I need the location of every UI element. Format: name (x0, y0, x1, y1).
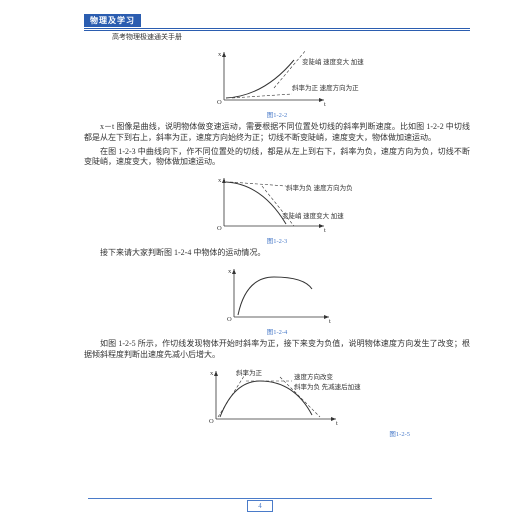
annotation: 变陡峭 速度变大 加速 (282, 211, 344, 220)
figure-1-2-2: O t x 变陡峭 速度变大 加速 斜率为正 速度方向为正 (84, 46, 470, 108)
page-number: 4 (247, 500, 273, 512)
axis-x-label: t (336, 420, 338, 427)
annotation: 斜率为负 速度方向为负 (286, 183, 353, 192)
figure-1-2-5: O t x 斜率为正 速度方向改变 斜率为负 先减速后加速 (84, 365, 470, 427)
paragraph: x－t 图像是曲线，说明物体做变速运动，需要根据不同位置处切线的斜率判断速度。比… (84, 122, 470, 144)
origin-label: O (209, 418, 214, 425)
annotation: 变陡峭 速度变大 加速 (302, 57, 364, 66)
axis-y-label: x (210, 370, 214, 377)
figure-caption: 图1-2-5 (84, 428, 470, 438)
figure-1-2-4: O t x (84, 263, 470, 325)
header-stripe (84, 30, 470, 31)
chart-icon: O t x 斜率为正 速度方向改变 斜率为负 先减速后加速 (162, 365, 392, 427)
figure-caption: 图1-2-2 (84, 109, 470, 119)
axis-x-label: t (324, 101, 326, 108)
book-subtitle: 高考物理极速通关手册 (84, 32, 470, 42)
axis-y-label: x (218, 177, 222, 184)
annotation: 斜率为负 先减速后加速 (294, 382, 361, 391)
chart-icon: O t x (202, 263, 352, 325)
axis-x-label: t (329, 318, 331, 325)
origin-label: O (217, 99, 222, 106)
origin-label: O (217, 225, 222, 232)
annotation: 斜率为正 速度方向为正 (292, 83, 359, 92)
figure-caption: 图1-2-4 (84, 326, 470, 336)
annotation: 速度方向改变 (294, 372, 334, 381)
figure-caption: 图1-2-3 (84, 235, 470, 245)
annotation: 斜率为正 (236, 368, 263, 377)
page-header: 物理及学习 高考物理极速通关手册 (84, 14, 470, 42)
page-content: O t x 变陡峭 速度变大 加速 斜率为正 速度方向为正 图1-2-2 x－t… (84, 42, 470, 441)
axis-x-label: t (324, 227, 326, 234)
paragraph: 在图 1-2-3 中曲线向下，作不同位置处的切线，都是从左上到右下，斜率为负，速… (84, 147, 470, 169)
axis-y-label: x (218, 51, 222, 58)
paragraph: 如图 1-2-5 所示，作切线发现物体开始时斜率为正，接下来变为负值，说明物体速… (84, 339, 470, 361)
figure-1-2-3: O t x 斜率为负 速度方向为负 变陡峭 速度变大 加速 (84, 172, 470, 234)
chart-icon: O t x 斜率为负 速度方向为负 变陡峭 速度变大 加速 (182, 172, 372, 234)
book-title: 物理及学习 (84, 14, 141, 27)
paragraph: 接下来请大家判断图 1-2-4 中物体的运动情况。 (84, 248, 470, 259)
axis-y-label: x (228, 268, 232, 275)
chart-icon: O t x 变陡峭 速度变大 加速 斜率为正 速度方向为正 (182, 46, 372, 108)
origin-label: O (227, 316, 232, 323)
page-footer: 4 (0, 498, 520, 513)
footer-line (88, 498, 432, 499)
header-stripe (84, 28, 470, 29)
